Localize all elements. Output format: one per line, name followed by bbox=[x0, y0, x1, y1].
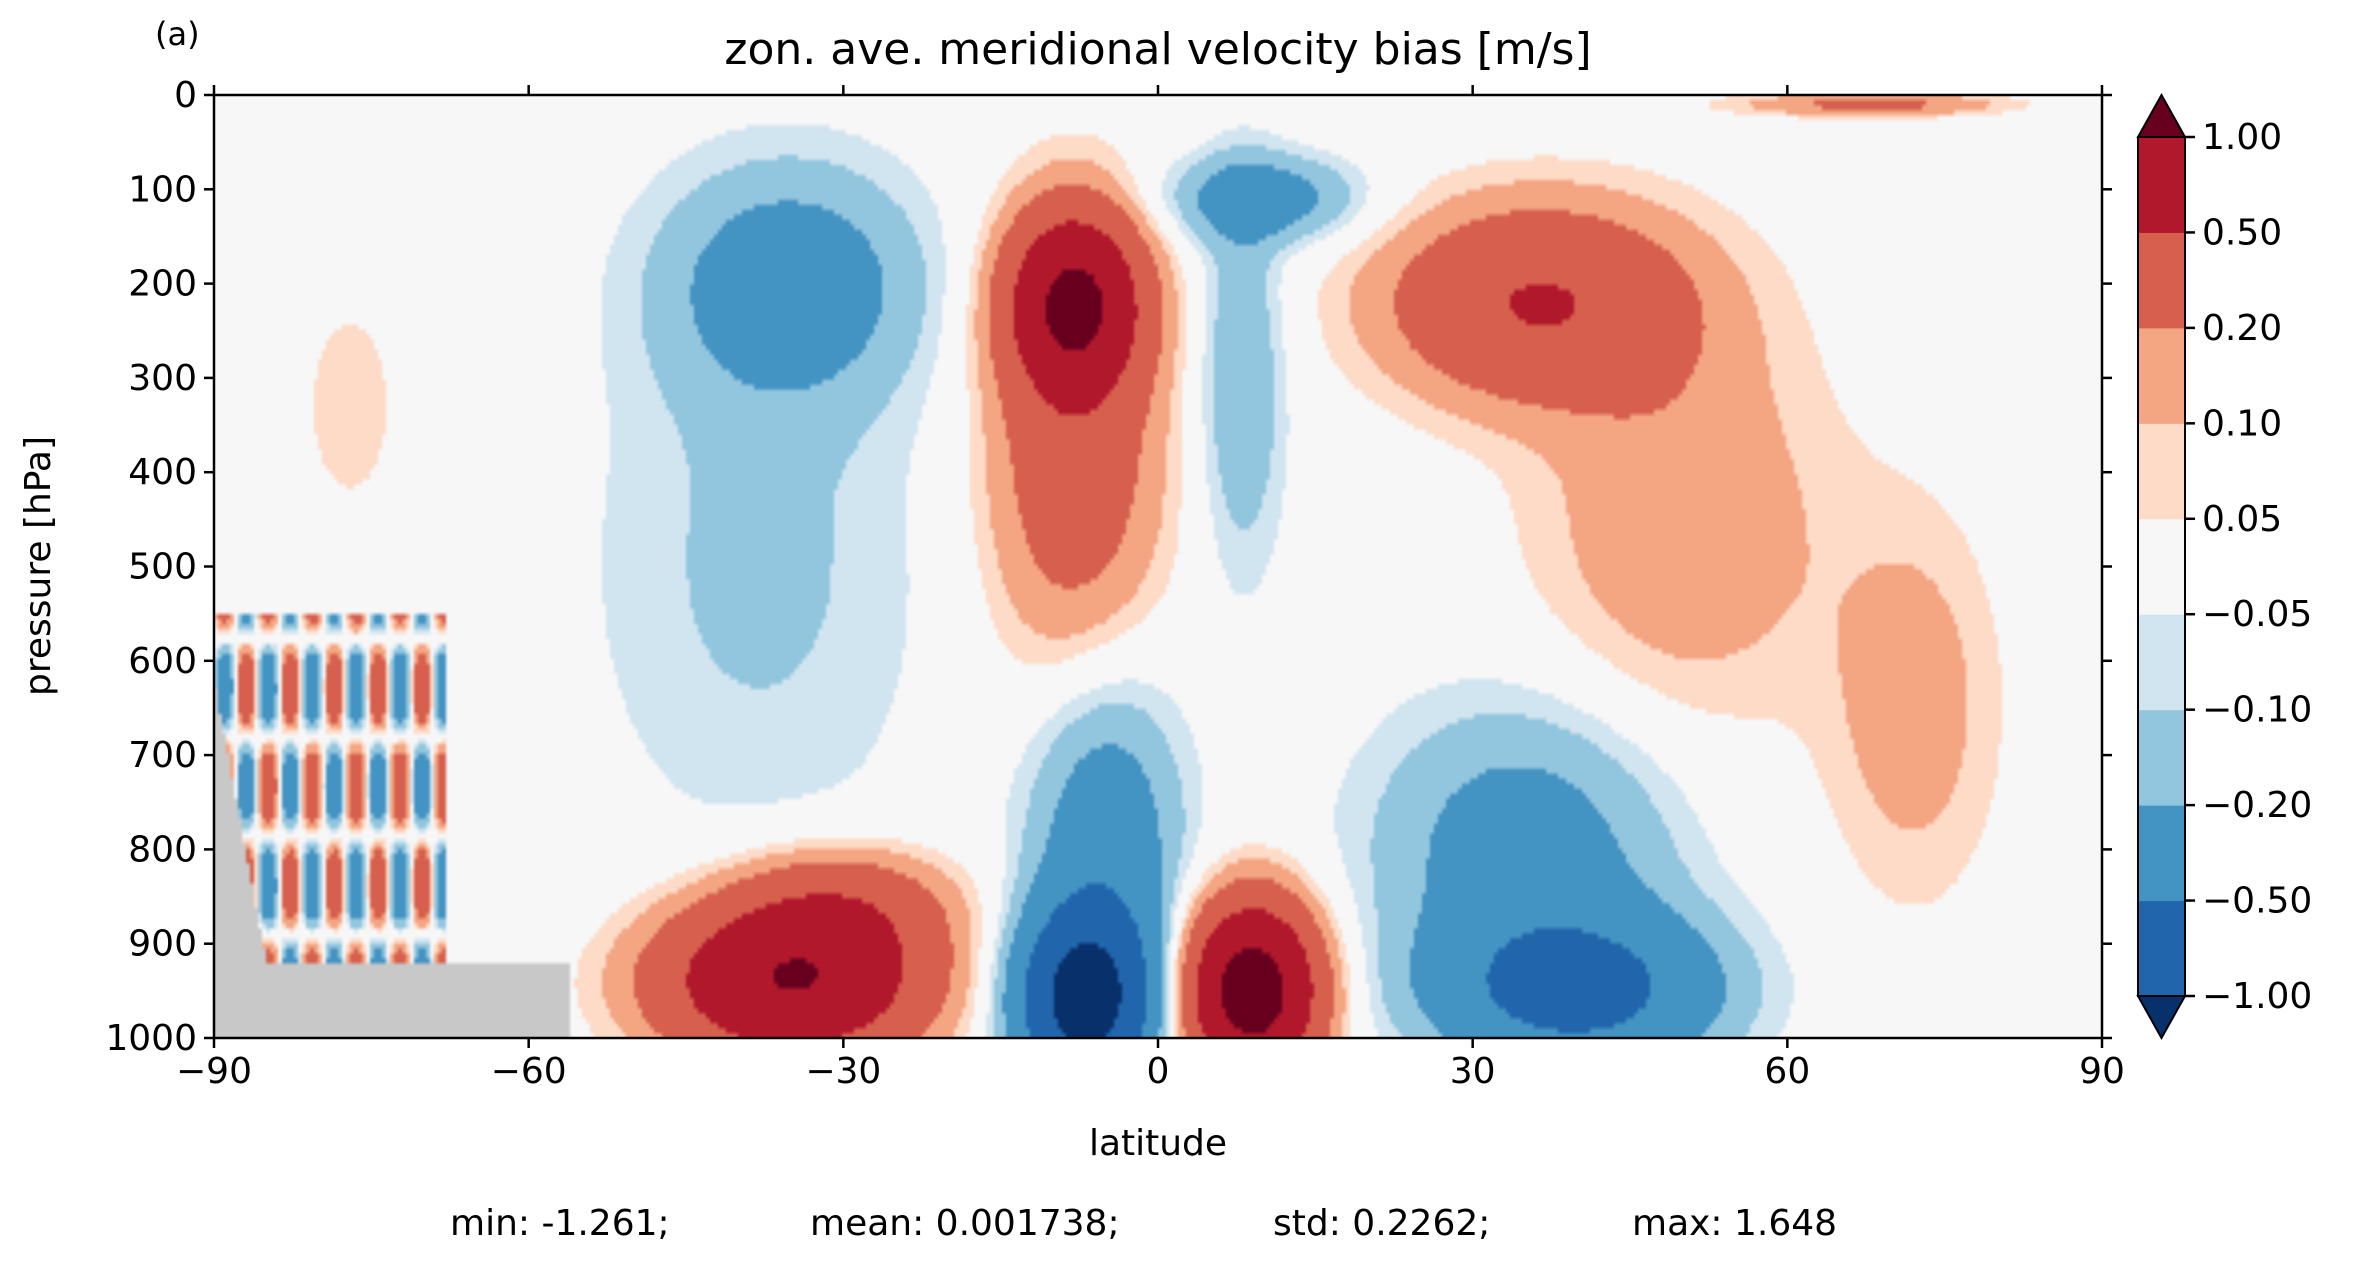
colorbar-segment bbox=[2138, 709, 2185, 806]
y-tick-label: 500 bbox=[128, 547, 197, 588]
colorbar-tick-label: −0.20 bbox=[2202, 785, 2312, 826]
panel-label: (a) bbox=[155, 15, 200, 53]
colorbar-segment bbox=[2138, 137, 2185, 233]
colorbar-segment bbox=[2138, 900, 2185, 997]
stat-min: min: -1.261; bbox=[450, 1203, 670, 1244]
plot-area: −90 −60 −30 0 30 60 90 0 100 200 300 400 500 600 700 8… bbox=[105, 75, 2125, 1092]
colorbar-tick-label: −0.50 bbox=[2202, 881, 2312, 922]
colorbar-tick-label: 0.05 bbox=[2202, 499, 2282, 540]
colorbar-tick-label: 0.20 bbox=[2202, 308, 2282, 349]
colorbar: −1.00 −0.50 −0.20 −0.10 −0.05 0.05 0.10 0.20 0.5… bbox=[2136, 92, 2312, 1041]
y-tick-label: 0 bbox=[174, 75, 197, 116]
colorbar-segment bbox=[2138, 518, 2185, 615]
y-tick-label: 800 bbox=[128, 829, 197, 870]
chart-title: zon. ave. meridional velocity bias [m/s] bbox=[724, 24, 1591, 75]
colorbar-segment bbox=[2138, 805, 2185, 902]
colorbar-segment bbox=[2138, 423, 2185, 520]
contour-field bbox=[214, 95, 2102, 1038]
x-tick-label: 30 bbox=[1450, 1051, 1496, 1092]
y-axis: 0 100 200 300 400 500 600 700 800 900 1000 bbox=[105, 75, 2112, 1059]
x-tick-label: −90 bbox=[176, 1051, 252, 1092]
colorbar-tick-label: 0.50 bbox=[2202, 212, 2282, 253]
colorbar-segment bbox=[2138, 614, 2185, 711]
stat-std: std: 0.2262; bbox=[1273, 1203, 1490, 1244]
y-tick-label: 600 bbox=[128, 641, 197, 682]
y-tick-label: 200 bbox=[128, 264, 197, 305]
colorbar-tick-label: −1.00 bbox=[2202, 976, 2312, 1017]
stat-max: max: 1.648 bbox=[1632, 1203, 1837, 1244]
colorbar-segment bbox=[2138, 327, 2185, 424]
stats-row: min: -1.261; mean: 0.001738; std: 0.2262… bbox=[450, 1203, 1837, 1244]
y-axis-label: pressure [hPa] bbox=[18, 436, 59, 696]
x-tick-label: 90 bbox=[2079, 1051, 2125, 1092]
colorbar-tick-label: 1.00 bbox=[2202, 117, 2282, 158]
colorbar-tick-label: −0.10 bbox=[2202, 690, 2312, 731]
x-axis-label: latitude bbox=[1089, 1123, 1227, 1164]
colorbar-segment bbox=[2138, 232, 2185, 329]
y-tick-label: 900 bbox=[128, 924, 197, 965]
x-tick-label: 0 bbox=[1147, 1051, 1170, 1092]
y-tick-label: 100 bbox=[128, 169, 197, 210]
x-tick-label: −60 bbox=[491, 1051, 567, 1092]
x-tick-label: 60 bbox=[1764, 1051, 1810, 1092]
stat-mean: mean: 0.001738; bbox=[810, 1203, 1120, 1244]
colorbar-tick-label: −0.05 bbox=[2202, 594, 2312, 635]
y-tick-label: 400 bbox=[128, 452, 197, 493]
y-tick-label: 300 bbox=[128, 358, 197, 399]
x-axis: −90 −60 −30 0 30 60 90 bbox=[176, 85, 2125, 1092]
colorbar-tick-label: 0.10 bbox=[2202, 403, 2282, 444]
colorbar-frame bbox=[2137, 136, 2186, 997]
colorbar-extend-low bbox=[2136, 995, 2187, 1041]
y-tick-label: 700 bbox=[128, 735, 197, 776]
y-tick-label: 1000 bbox=[105, 1018, 197, 1059]
colorbar-extend-high bbox=[2136, 92, 2187, 138]
x-tick-label: −30 bbox=[805, 1051, 881, 1092]
